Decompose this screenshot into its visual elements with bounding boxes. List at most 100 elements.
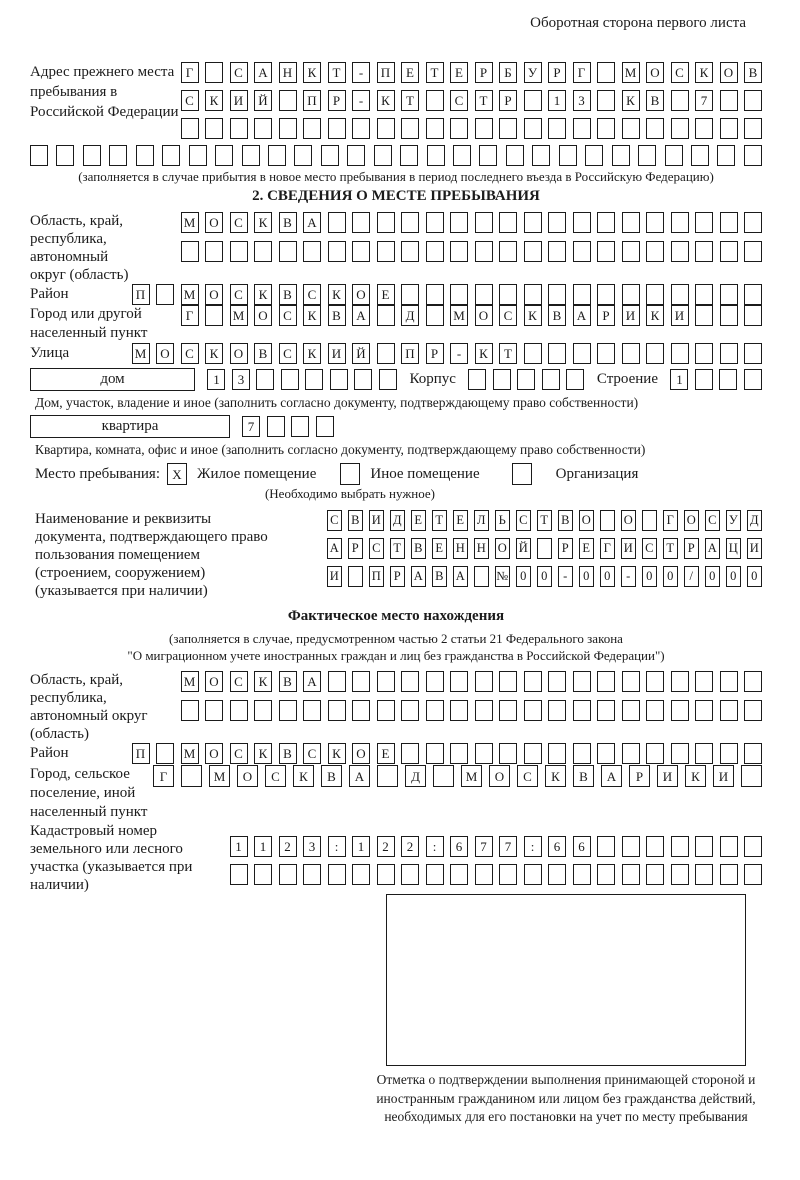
char-box: :: [425, 836, 444, 857]
char-box: О: [494, 538, 510, 559]
char-box: И: [327, 343, 346, 364]
char-box: Р: [499, 90, 517, 111]
char-box: [180, 241, 199, 262]
char-box: К: [327, 743, 346, 764]
char-box: [646, 671, 664, 692]
char-box: [572, 118, 591, 139]
dom-box-label: дом: [30, 368, 195, 391]
char-box: 2: [278, 836, 297, 857]
char-box: Г: [180, 305, 199, 326]
char-box: Ь: [494, 510, 510, 531]
char-box: Е: [410, 510, 426, 531]
char-box: [162, 145, 181, 166]
doc-label: Наименование и реквизиты документа, подт…: [35, 511, 268, 599]
fact-note-1: (заполняется в случае, предусмотренном ч…: [169, 631, 623, 646]
char-box: 7: [474, 836, 493, 857]
char-box: [744, 284, 762, 305]
char-box: [254, 118, 272, 139]
char-box: [719, 836, 738, 857]
char-box: [743, 369, 762, 390]
char-box: Е: [450, 62, 468, 83]
char-box: [670, 700, 689, 721]
char-box: П: [131, 284, 150, 305]
char-box: Н: [452, 538, 468, 559]
char-box: [352, 864, 370, 885]
fact-raion-label: Район: [30, 745, 69, 761]
char-box: В: [573, 765, 594, 787]
zhiloe-checkbox: X: [167, 463, 187, 485]
char-box: [400, 145, 419, 166]
char-box: [425, 864, 444, 885]
char-box: О: [352, 743, 370, 764]
char-box: [376, 305, 395, 326]
char-box: [320, 145, 339, 166]
char-box: [744, 743, 762, 764]
mesto-row: Место пребывания: X Жилое помещение Иное…: [30, 463, 762, 485]
char-box: [401, 118, 419, 139]
korpus-cells: [468, 369, 585, 390]
char-box: [354, 369, 373, 390]
char-box: Т: [662, 538, 678, 559]
char-box: [695, 671, 713, 692]
mesto-label: Место пребывания:: [35, 465, 160, 482]
char-box: С: [515, 510, 531, 531]
char-box: О: [254, 305, 272, 326]
char-box: [572, 212, 591, 233]
char-box: А: [303, 671, 321, 692]
char-box: [621, 864, 640, 885]
char-box: В: [327, 305, 346, 326]
char-box: [523, 212, 542, 233]
char-box: [303, 241, 321, 262]
char-box: Д: [746, 510, 762, 531]
fact-title: Фактическое место нахождения: [287, 608, 505, 624]
stroenie-cells: 1: [670, 369, 762, 390]
char-box: [376, 118, 395, 139]
char-box: [450, 743, 468, 764]
char-box: [621, 671, 640, 692]
char-box: И: [746, 538, 762, 559]
fact-gorod-label: Город, сельское поселение, иной населенн…: [30, 766, 148, 820]
oblast-block: Область, край, республика, автономный ок…: [30, 212, 762, 284]
char-box: П: [368, 566, 384, 587]
char-box: [425, 743, 444, 764]
char-box: -: [557, 566, 573, 587]
char-box: [743, 145, 762, 166]
char-box: [425, 700, 444, 721]
char-box: Р: [629, 765, 650, 787]
char-box: В: [278, 212, 297, 233]
char-box: [499, 284, 517, 305]
char-box: [229, 118, 248, 139]
char-box: [109, 145, 128, 166]
char-box: [695, 241, 713, 262]
char-box: О: [205, 671, 223, 692]
prev-address-row-4: [30, 145, 762, 166]
char-box: [646, 864, 664, 885]
char-box: Р: [474, 62, 493, 83]
char-box: [585, 145, 604, 166]
char-box: П: [401, 343, 419, 364]
char-box: [450, 671, 468, 692]
char-box: [280, 369, 299, 390]
mark-area: Отметка о подтверждении выполнения прини…: [364, 894, 768, 1127]
prev-address-label: Адрес прежнего места пребывания в Россий…: [30, 64, 179, 120]
org-label: Организация: [555, 465, 639, 482]
char-box: [744, 212, 762, 233]
char-box: [695, 343, 713, 364]
char-box: [291, 416, 309, 437]
char-box: Е: [376, 743, 395, 764]
char-box: 6: [548, 836, 566, 857]
char-box: [433, 765, 454, 787]
inoe-label: Иное помещение: [370, 465, 480, 482]
char-box: [719, 343, 738, 364]
char-box: 2: [376, 836, 395, 857]
char-box: Р: [425, 343, 444, 364]
char-box: [646, 212, 664, 233]
char-box: 0: [515, 566, 531, 587]
char-box: 3: [572, 90, 591, 111]
char-box: К: [376, 90, 395, 111]
char-box: Й: [352, 343, 370, 364]
char-box: [548, 212, 566, 233]
char-box: Н: [473, 538, 489, 559]
